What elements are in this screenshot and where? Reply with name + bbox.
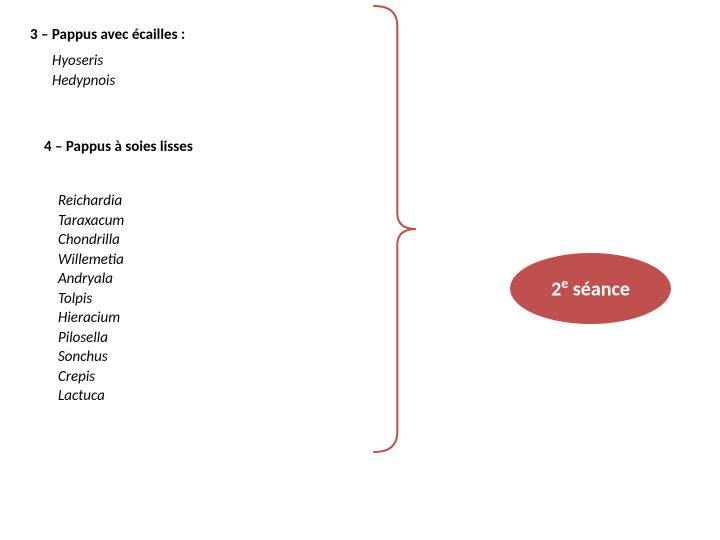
genus-item: Hyoseris [52,52,115,72]
genus-item: Lactuca [58,387,124,407]
genus-item: Chondrilla [58,231,124,251]
genus-item: Taraxacum [58,212,124,232]
genus-item: Crepis [58,368,124,388]
genus-item: Hieracium [58,309,124,329]
genus-item: Hedypnois [52,72,115,92]
section3-genus-list: HyoserisHedypnois [52,52,115,91]
genus-item: Sonchus [58,348,124,368]
genus-item: Reichardia [58,192,124,212]
grouping-bracket [372,4,418,454]
session-badge: 2e séance [508,251,673,326]
section3-heading: 3 – Pappus avec écailles : [30,26,185,44]
section4-heading: 4 – Pappus à soies lisses [44,138,193,156]
genus-item: Willemetia [58,251,124,271]
session-badge-text: 2e séance [551,275,630,302]
genus-item: Tolpis [58,290,124,310]
genus-item: Pilosella [58,329,124,349]
genus-item: Andryala [58,270,124,290]
section4-genus-list: ReichardiaTaraxacumChondrillaWillemetiaA… [58,192,124,407]
